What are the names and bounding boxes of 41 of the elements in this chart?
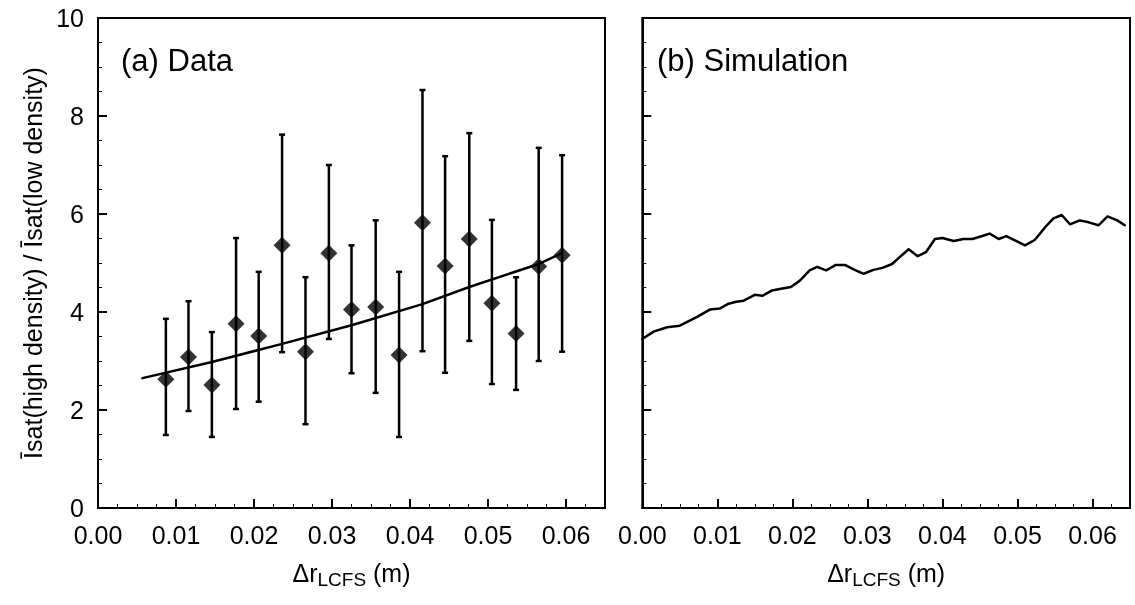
point (460, 230, 478, 248)
point (507, 325, 525, 343)
x-tick-label: 0.03 (843, 520, 892, 549)
x-tick-label: 0.05 (463, 520, 513, 549)
point (157, 370, 175, 388)
y-axis-title: Īsat(high density) / Īsat(low density) (18, 67, 47, 459)
point (227, 315, 245, 333)
x-tick-label: 0.04 (385, 520, 435, 549)
x-tick-label: 0.01 (693, 520, 742, 549)
y-tick-label: 2 (70, 396, 84, 424)
x-tick-label: 0.00 (617, 520, 667, 549)
x-tick-label: 0.02 (768, 520, 817, 549)
point (390, 346, 408, 364)
x-tick-label: 0.06 (541, 520, 591, 549)
point (530, 257, 548, 275)
point (296, 343, 314, 361)
x-tick-label: 0.06 (1068, 520, 1117, 549)
x-tick-label: 0.02 (229, 520, 279, 549)
y-tick-label: 6 (70, 200, 84, 228)
point (203, 376, 221, 394)
x-tick-label: 0.03 (307, 520, 357, 549)
y-tick-label: 8 (70, 102, 84, 130)
point (320, 244, 338, 262)
point (343, 301, 360, 319)
x-tick-label: 0.05 (993, 520, 1042, 549)
point (273, 236, 291, 254)
point (367, 298, 385, 316)
x-tick-label: 0.00 (73, 520, 123, 549)
y-tick-label: 10 (56, 4, 84, 32)
x-tick-label: 0.01 (151, 520, 201, 549)
text: (b) Simulation (657, 43, 849, 78)
point (436, 257, 454, 275)
y-tick-label: 0 (70, 494, 84, 522)
point (413, 214, 431, 232)
x-tick-label: 0.04 (918, 520, 967, 549)
point (250, 327, 268, 345)
point (179, 348, 197, 366)
point (553, 246, 571, 264)
y-tick-label: 4 (70, 298, 85, 326)
point (483, 294, 501, 312)
text: (a) Data (121, 43, 234, 78)
